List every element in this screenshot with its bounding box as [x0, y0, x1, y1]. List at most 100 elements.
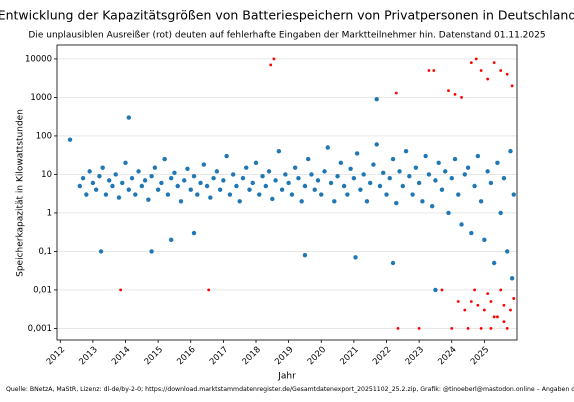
data-point	[286, 180, 291, 186]
data-point	[371, 162, 376, 167]
data-point	[427, 69, 431, 72]
data-point	[260, 173, 265, 179]
data-point	[188, 187, 193, 192]
data-point	[381, 170, 386, 176]
x-tick-label: 2022	[371, 345, 393, 367]
data-point	[502, 303, 506, 307]
data-point	[97, 173, 102, 179]
data-point	[322, 169, 327, 174]
data-point	[358, 187, 363, 192]
data-point	[447, 89, 450, 93]
data-point	[234, 183, 239, 189]
data-point	[217, 187, 223, 192]
data-point	[505, 249, 510, 254]
data-point	[106, 178, 112, 183]
plot-frame	[56, 44, 518, 341]
data-point	[460, 96, 463, 99]
data-point	[489, 300, 493, 303]
data-point	[172, 170, 177, 176]
data-point	[90, 180, 96, 186]
data-point	[433, 178, 438, 183]
data-point	[302, 183, 308, 189]
data-point	[492, 315, 496, 319]
data-point	[351, 175, 357, 181]
data-point	[133, 192, 138, 197]
x-tick-label: 2021	[338, 345, 360, 367]
data-point	[67, 137, 73, 142]
data-point	[201, 162, 207, 167]
data-point	[325, 145, 330, 150]
data-point	[120, 180, 125, 186]
data-point	[269, 63, 273, 67]
data-point	[244, 165, 249, 170]
data-point	[247, 187, 252, 192]
data-point	[146, 197, 151, 202]
data-point	[208, 195, 213, 200]
data-point	[465, 165, 471, 170]
data-point	[390, 156, 396, 162]
data-point	[230, 172, 236, 177]
data-point	[397, 169, 402, 174]
data-point	[482, 237, 487, 243]
data-point	[475, 153, 481, 159]
data-point	[98, 249, 104, 254]
data-point	[182, 178, 187, 183]
data-point	[345, 192, 350, 197]
data-point	[126, 187, 131, 192]
data-point	[403, 149, 409, 154]
data-point	[276, 149, 282, 154]
x-tick-label: 2020	[306, 345, 328, 367]
data-point	[168, 175, 174, 181]
data-point	[491, 260, 497, 266]
data-point	[384, 192, 389, 197]
data-point	[426, 172, 432, 177]
data-point	[257, 192, 262, 197]
data-point	[139, 183, 145, 189]
data-point	[263, 183, 268, 189]
data-point	[396, 327, 400, 330]
data-point	[341, 183, 347, 189]
data-point	[237, 199, 242, 204]
data-point	[502, 320, 506, 324]
source-note: Quelle: BNetzA, MaStR, Lizenz: dl-de/by-…	[6, 385, 574, 393]
data-point	[312, 187, 317, 192]
data-point	[240, 175, 246, 181]
data-point	[315, 178, 321, 183]
data-point	[332, 199, 337, 204]
data-point	[413, 165, 419, 170]
data-point	[456, 300, 460, 303]
data-point	[443, 169, 448, 174]
data-point	[123, 160, 128, 166]
data-point	[495, 160, 500, 166]
data-point	[472, 183, 477, 189]
data-point	[289, 192, 295, 197]
x-tick-label: 2023	[404, 345, 426, 367]
data-point	[505, 327, 509, 330]
data-point	[499, 69, 503, 72]
data-point	[429, 203, 435, 209]
chart-subtitle: Die unplausiblen Ausreißer (rot) deuten …	[28, 31, 545, 41]
data-point	[155, 187, 161, 192]
data-point	[479, 69, 483, 72]
data-point	[459, 222, 464, 227]
data-point	[482, 308, 486, 312]
data-point	[84, 192, 89, 197]
data-point	[433, 287, 438, 293]
data-point	[149, 249, 154, 254]
data-point	[302, 252, 308, 258]
data-point	[417, 327, 421, 330]
data-point	[335, 173, 340, 179]
data-point	[142, 178, 148, 183]
data-point	[204, 183, 210, 189]
data-point	[272, 57, 276, 61]
y-tick-label: 1000	[30, 93, 52, 103]
data-point	[456, 192, 461, 197]
y-axis-label: Speicherkapazität in Kilowattstunden	[16, 109, 26, 277]
x-tick-label: 2016	[175, 345, 197, 367]
data-point	[450, 327, 454, 330]
data-point	[116, 195, 122, 200]
data-point	[512, 297, 516, 300]
data-point	[100, 165, 105, 170]
data-point	[162, 156, 167, 162]
